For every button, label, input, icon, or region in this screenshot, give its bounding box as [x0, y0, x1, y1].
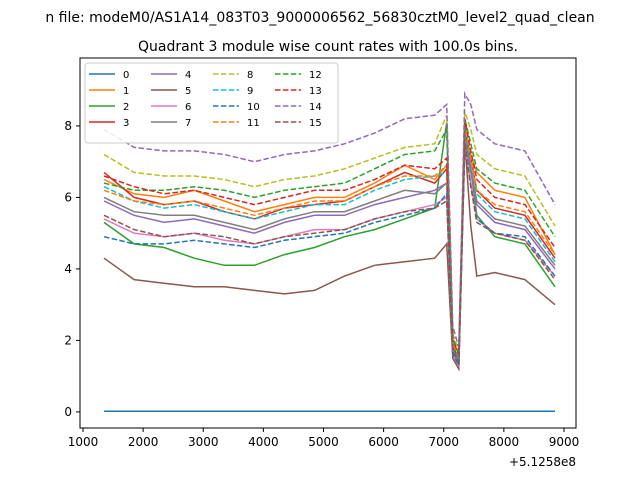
legend-entry-2: 2 — [89, 102, 129, 113]
x-offset-label: +5.1258e8 — [509, 455, 576, 469]
plot-area: 1000 2000 3000 4000 5000 6000 7000 8000 9000 0 2 4… — [64, 57, 580, 469]
axes-frame — [79, 57, 577, 429]
series-line-2 — [103, 122, 556, 363]
series-line-11 — [103, 122, 556, 358]
legend-label: 2 — [123, 102, 129, 113]
x-axis: 1000 2000 3000 4000 5000 6000 7000 8000 9000 — [68, 428, 580, 449]
legend-entry-8: 8 — [213, 70, 253, 81]
legend-entry-7: 7 — [151, 118, 191, 129]
y-tick-label: 0 — [64, 405, 72, 419]
chart-title: Quadrant 3 module wise count rates with … — [138, 39, 518, 55]
legend-entry-10: 10 — [213, 102, 260, 113]
series-layer — [103, 90, 556, 412]
series-line-6 — [103, 147, 556, 369]
legend-box — [84, 62, 339, 144]
legend-label: 7 — [185, 118, 191, 129]
series-line-14 — [103, 90, 556, 348]
x-tick-label: 4000 — [248, 435, 279, 449]
series-line-12 — [103, 118, 556, 355]
y-axis: 0 2 4 6 8 — [64, 119, 80, 419]
legend-entry-4: 4 — [151, 70, 191, 81]
legend-label: 0 — [123, 70, 129, 81]
legend-label: 4 — [185, 70, 191, 81]
legend-label: 13 — [309, 86, 322, 97]
series-line-8 — [103, 111, 556, 352]
x-tick-label: 6000 — [368, 435, 399, 449]
legend-entry-14: 14 — [275, 102, 322, 113]
y-tick-label: 4 — [64, 262, 72, 276]
figure-suptitle: n file: modeM0/AS1A14_083T03_9000006562_… — [45, 10, 594, 26]
series-line-4 — [103, 140, 556, 366]
series-line-7 — [103, 136, 556, 365]
legend-label: 15 — [309, 118, 322, 129]
legend-label: 3 — [123, 118, 129, 129]
legend-entry-15: 15 — [275, 118, 322, 129]
y-tick-label: 6 — [64, 190, 72, 204]
legend-entry-13: 13 — [275, 86, 322, 97]
x-tick-label: 3000 — [188, 435, 219, 449]
x-tick-label: 5000 — [308, 435, 339, 449]
legend-label: 9 — [247, 86, 253, 97]
series-line-5 — [103, 140, 556, 372]
legend-entry-3: 3 — [89, 118, 129, 129]
legend-entry-12: 12 — [275, 70, 322, 81]
legend-label: 14 — [309, 102, 322, 113]
series-line-1 — [103, 132, 556, 355]
series-line-15 — [103, 143, 556, 365]
series-line-13 — [103, 118, 556, 355]
y-tick-label: 2 — [64, 333, 72, 347]
legend-label: 6 — [185, 102, 191, 113]
legend-label: 8 — [247, 70, 253, 81]
x-tick-label: 2000 — [128, 435, 159, 449]
legend-entry-0: 0 — [89, 70, 129, 81]
legend-entry-6: 6 — [151, 102, 191, 113]
x-tick-label: 8000 — [489, 435, 520, 449]
legend-label: 11 — [247, 118, 260, 129]
legend-entry-1: 1 — [89, 86, 129, 97]
series-line-10 — [103, 143, 556, 369]
legend-label: 1 — [123, 86, 129, 97]
y-tick-label: 8 — [64, 119, 72, 133]
legend-entry-9: 9 — [213, 86, 253, 97]
x-tick-label: 9000 — [549, 435, 580, 449]
legend-label: 12 — [309, 70, 322, 81]
legend-entry-5: 5 — [151, 86, 191, 97]
legend-label: 10 — [247, 102, 260, 113]
legend-entry-11: 11 — [213, 118, 260, 129]
x-tick-label: 1000 — [68, 435, 99, 449]
legend-label: 5 — [185, 86, 191, 97]
x-tick-label: 7000 — [428, 435, 459, 449]
